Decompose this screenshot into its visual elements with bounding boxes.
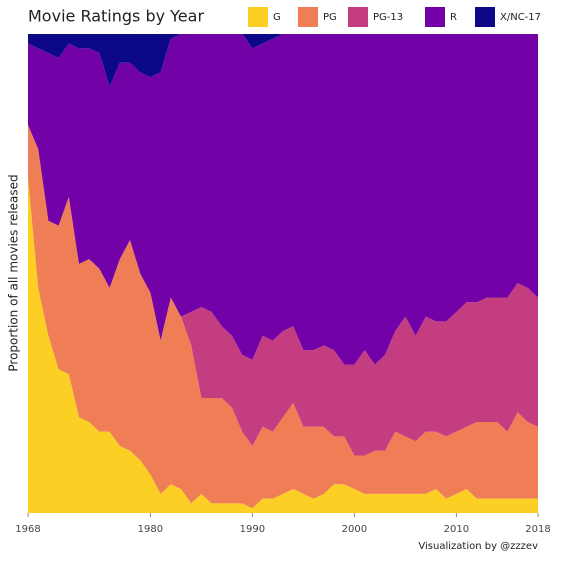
legend-label: PG xyxy=(323,12,337,23)
area xyxy=(28,34,538,87)
x-tick-label: 2000 xyxy=(342,524,367,535)
x-tick-label: 2010 xyxy=(444,524,469,535)
x-tick-label: 2018 xyxy=(525,524,550,535)
x-tick-label: 1980 xyxy=(138,524,163,535)
x-tick-label: 1990 xyxy=(240,524,265,535)
legend-swatch xyxy=(348,7,368,27)
legend-swatch xyxy=(298,7,318,27)
area xyxy=(28,125,538,456)
area xyxy=(28,34,538,365)
legend-swatch xyxy=(248,7,268,27)
area xyxy=(28,177,538,513)
chart-title: Movie Ratings by Year xyxy=(28,7,204,26)
caption: Visualization by @zzzev xyxy=(418,541,538,552)
legend-swatch xyxy=(475,7,495,27)
legend-label: G xyxy=(273,12,281,23)
y-axis-label: Proportion of all movies released xyxy=(7,174,21,371)
legend-swatch xyxy=(425,7,445,27)
area xyxy=(28,125,538,509)
legend-label: X/NC-17 xyxy=(500,12,541,23)
x-tick-label: 1968 xyxy=(15,524,40,535)
legend-label: R xyxy=(450,12,457,23)
legend-label: PG-13 xyxy=(373,12,403,23)
